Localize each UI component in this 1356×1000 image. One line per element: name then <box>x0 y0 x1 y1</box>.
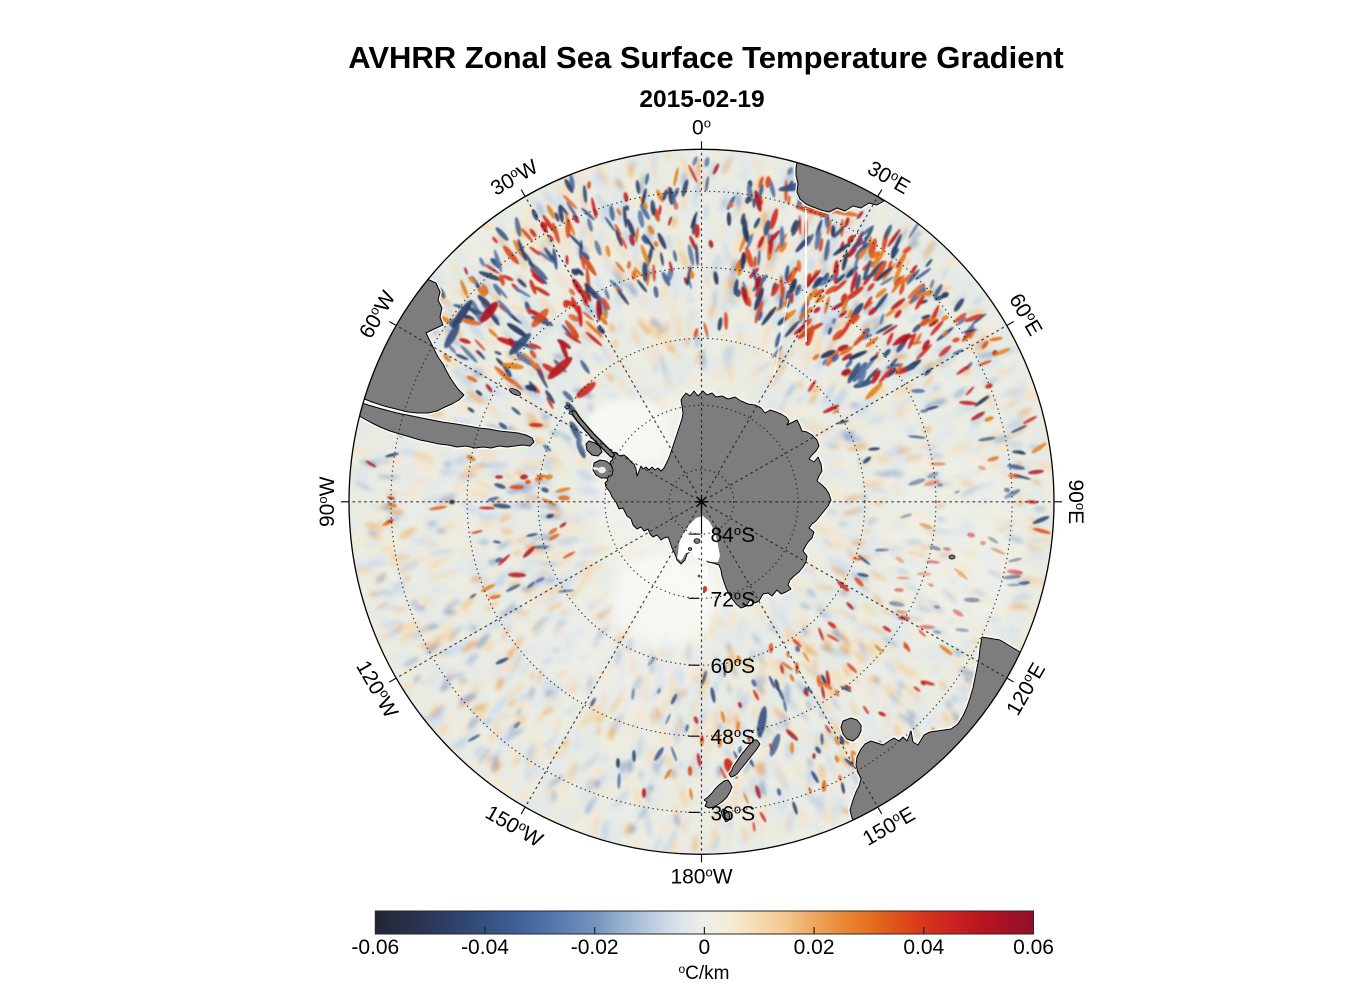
svg-text:2015-02-19: 2015-02-19 <box>639 86 764 113</box>
svg-text:0: 0 <box>699 936 711 959</box>
svg-text:180oW: 180oW <box>670 864 732 888</box>
svg-text:48oS: 48oS <box>711 725 756 749</box>
svg-text:0.04: 0.04 <box>903 936 944 959</box>
svg-text:oC/km: oC/km <box>678 962 729 984</box>
svg-text:-0.02: -0.02 <box>571 936 619 959</box>
svg-text:0.06: 0.06 <box>1013 936 1054 959</box>
svg-text:-0.06: -0.06 <box>351 936 399 959</box>
svg-text:-0.04: -0.04 <box>461 936 509 959</box>
svg-text:72oS: 72oS <box>711 587 756 611</box>
svg-text:60oS: 60oS <box>711 654 756 678</box>
svg-text:90oE: 90oE <box>1064 479 1088 524</box>
svg-text:36oS: 36oS <box>711 801 756 825</box>
svg-text:0.02: 0.02 <box>794 936 835 959</box>
svg-text:AVHRR Zonal Sea Surface Temper: AVHRR Zonal Sea Surface Temperature Grad… <box>348 40 1063 75</box>
svg-text:84oS: 84oS <box>711 523 756 547</box>
